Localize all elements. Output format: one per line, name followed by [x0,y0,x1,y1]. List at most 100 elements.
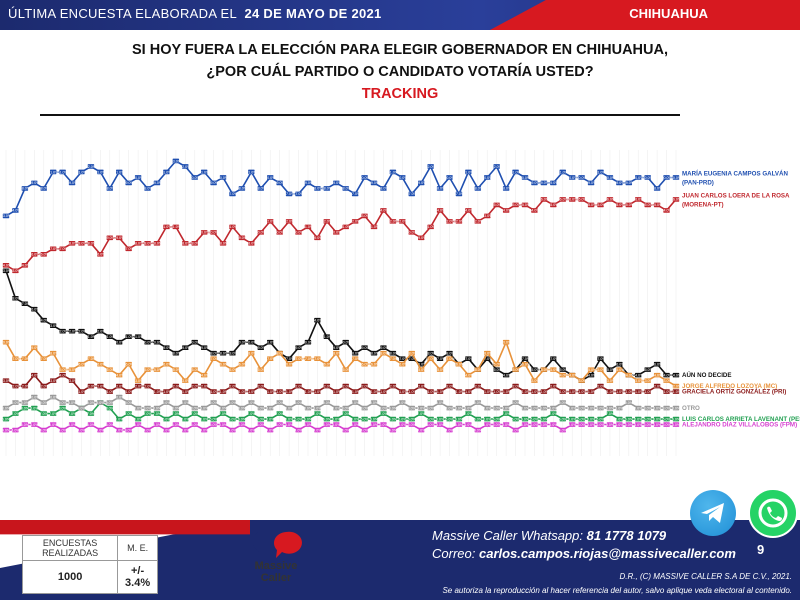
data-point [134,378,142,383]
data-label: 49.0% [539,181,550,185]
data-label: 45.0% [510,203,521,207]
data-point [597,416,604,422]
data-point [606,405,614,411]
data-point [427,350,434,356]
data-label: 12.0% [114,384,125,388]
data-label: 47.0% [227,192,238,196]
telegram-icon[interactable] [690,490,736,536]
data-point [257,416,264,422]
data-label: 42.0% [322,220,333,224]
data-point [427,356,434,361]
data-label: 47.0% [454,192,465,196]
data-label: 43.0% [1,214,12,218]
data-label: 5.0% [578,423,587,427]
data-point [87,356,95,361]
data-label: 8.0% [200,406,209,410]
data-point [285,416,293,422]
data-point [512,202,519,208]
data-point [587,405,595,411]
data-label: 38.0% [86,242,97,246]
data-label: 44.0% [378,209,389,213]
data-point [342,339,349,345]
series-legend-label: LUIS CARLOS ARRIETA LAVENANT (PES) [682,416,800,423]
data-point [276,389,283,394]
data-point [465,372,472,378]
data-point [672,416,680,422]
data-label: 4.0% [59,428,68,432]
email-address[interactable]: carlos.campos.riojas@massivecaller.com [478,546,736,561]
data-point [210,400,217,405]
data-label: 19.0% [359,346,370,350]
data-point [587,202,595,208]
data-label: 11.0% [643,390,654,394]
data-point [578,197,585,202]
data-label: 18.0% [171,351,182,355]
data-label: 8.0% [587,406,596,410]
data-label: 8.0% [172,406,181,410]
data-point [257,230,264,235]
data-point [106,235,114,241]
data-label: 47.0% [407,192,418,196]
data-point [191,411,198,416]
data-point [2,405,10,411]
footer-red-band [0,520,250,535]
data-label: 20.0% [237,340,248,344]
data-label: 11.0% [312,390,323,394]
data-point [2,263,10,268]
data-label: 50.0% [633,176,644,180]
data-label: 47.0% [350,192,361,196]
data-point [285,389,293,394]
data-label: 27.0% [20,302,31,306]
data-label: 17.0% [86,357,97,361]
data-point [521,202,529,208]
data-label: 50.0% [190,176,201,180]
data-label: 41.0% [171,225,182,229]
whatsapp-phone-icon [758,498,788,528]
data-label: 7.0% [313,412,322,416]
data-point [484,213,491,219]
data-label: 36.0% [95,253,106,257]
data-point [587,422,595,427]
data-label: 9.0% [181,401,190,405]
data-label: 37.0% [58,247,69,251]
data-point [672,405,680,411]
data-label: 37.0% [48,247,59,251]
data-label: 49.0% [67,181,78,185]
data-label: 7.0% [11,412,20,416]
data-point [512,416,519,422]
data-point [540,367,548,372]
header-bar: ÚLTIMA ENCUESTA ELABORADA EL 24 DE MAYO … [0,0,800,30]
data-label: 15.0% [595,368,606,372]
data-label: 18.0% [227,351,238,355]
whatsapp-number[interactable]: 81 1778 1079 [586,528,667,543]
data-point [625,180,633,186]
whatsapp-icon[interactable] [748,488,798,538]
data-point [531,422,538,427]
data-label: 5.0% [276,423,285,427]
data-point [606,378,614,383]
data-label: 5.0% [455,423,464,427]
data-label: 49.0% [624,181,635,185]
data-label: 5.0% [464,423,473,427]
data-point [559,427,566,433]
data-point [455,219,463,224]
data-label: 24.0% [312,319,323,323]
data-label: 50.0% [444,176,455,180]
data-point [229,367,236,372]
data-label: 4.0% [2,428,11,432]
data-label: 5.0% [436,423,445,427]
data-point [351,389,359,394]
data-point [49,246,57,252]
data-label: 14.0% [624,373,635,377]
data-label: 36.0% [39,253,50,257]
data-point [238,339,246,345]
data-point [314,427,321,433]
data-label: 16.0% [124,362,135,366]
data-label: 9.0% [436,401,445,405]
data-label: 51.0% [58,170,69,174]
data-point [370,400,378,405]
data-label: 22.0% [95,330,106,334]
data-point [446,219,453,224]
data-point [59,400,66,405]
data-label: 22.0% [58,330,69,334]
